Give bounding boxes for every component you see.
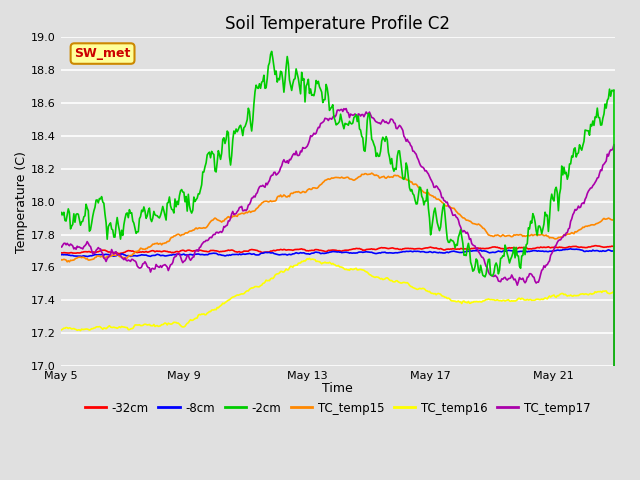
Legend: -32cm, -8cm, -2cm, TC_temp15, TC_temp16, TC_temp17: -32cm, -8cm, -2cm, TC_temp15, TC_temp16,… [80, 397, 596, 419]
Text: SW_met: SW_met [74, 47, 131, 60]
Title: Soil Temperature Profile C2: Soil Temperature Profile C2 [225, 15, 451, 33]
Y-axis label: Temperature (C): Temperature (C) [15, 151, 28, 252]
X-axis label: Time: Time [323, 382, 353, 395]
